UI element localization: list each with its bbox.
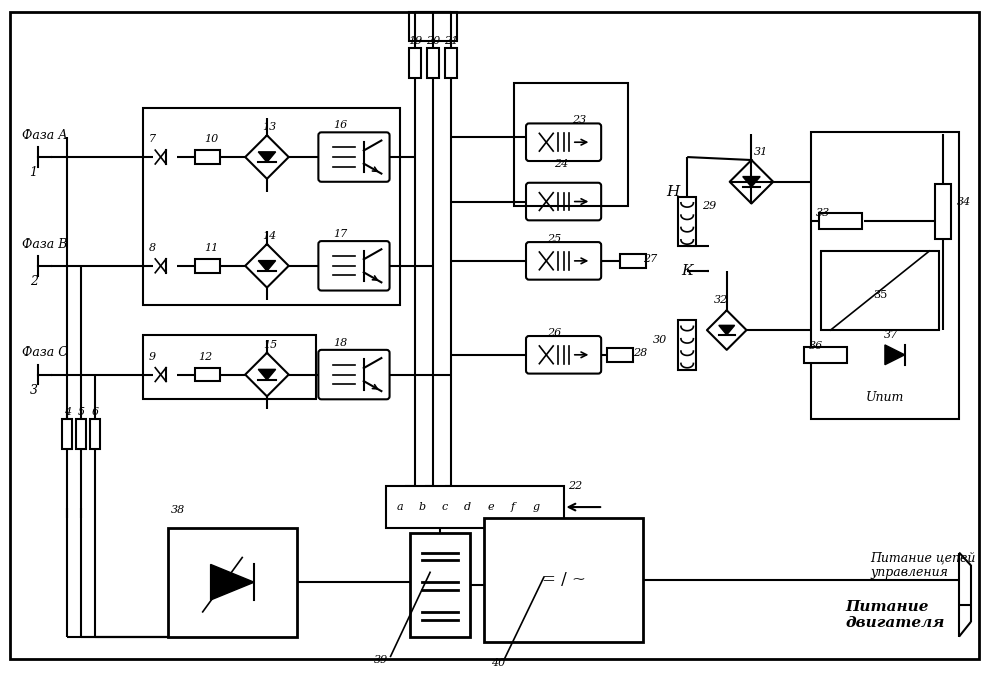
Text: e: e [488, 502, 494, 512]
Text: 15: 15 [263, 340, 277, 350]
Text: 34: 34 [957, 196, 971, 207]
Text: 19: 19 [409, 36, 423, 47]
Text: c: c [442, 502, 449, 512]
Text: 5: 5 [78, 407, 85, 417]
Bar [678, 196, 696, 246]
Text: 3: 3 [30, 384, 38, 397]
Text: Фаза С: Фаза С [22, 346, 68, 359]
Bar [410, 11, 457, 41]
Text: a: a [397, 502, 403, 512]
Polygon shape [259, 261, 276, 271]
Text: 35: 35 [873, 290, 887, 300]
Text: 26: 26 [546, 328, 560, 338]
Text: Фаза А: Фаза А [22, 129, 68, 142]
Bar [428, 49, 439, 78]
Bar [410, 49, 422, 78]
Text: 11: 11 [205, 243, 219, 253]
Text: 14: 14 [262, 231, 276, 241]
Text: 4: 4 [64, 407, 71, 417]
Bar [195, 368, 221, 381]
Text: f: f [511, 502, 515, 512]
Text: 25: 25 [546, 234, 560, 244]
Polygon shape [742, 177, 760, 187]
Bar [935, 184, 951, 239]
FancyBboxPatch shape [319, 132, 390, 182]
Bar [820, 251, 939, 330]
Text: Н: Н [666, 185, 680, 198]
FancyBboxPatch shape [526, 124, 601, 161]
Bar [76, 419, 86, 449]
Text: 21: 21 [444, 36, 458, 47]
Text: Питание
двигателя: Питание двигателя [845, 600, 945, 630]
Text: К: К [681, 264, 693, 277]
Bar [144, 107, 401, 305]
Polygon shape [211, 564, 254, 600]
Bar [811, 132, 959, 419]
Text: 32: 32 [713, 296, 728, 305]
Text: 36: 36 [808, 341, 823, 351]
Text: 31: 31 [754, 147, 768, 157]
Text: 6: 6 [91, 407, 99, 417]
Bar [195, 259, 221, 273]
Polygon shape [719, 325, 734, 335]
Text: Uпит: Uпит [866, 391, 904, 404]
Text: 2: 2 [30, 275, 38, 288]
Bar [485, 518, 642, 641]
Text: 18: 18 [333, 338, 348, 348]
FancyBboxPatch shape [319, 350, 390, 400]
Text: 22: 22 [568, 481, 582, 491]
FancyBboxPatch shape [526, 336, 601, 373]
Text: d: d [465, 502, 472, 512]
Text: 7: 7 [149, 134, 156, 144]
Bar [607, 348, 632, 362]
Text: 38: 38 [171, 505, 185, 515]
Text: 39: 39 [374, 655, 388, 666]
Bar [168, 528, 297, 637]
Text: Питание цепей
управления: Питание цепей управления [870, 551, 975, 579]
Polygon shape [259, 152, 276, 162]
Text: g: g [532, 502, 539, 512]
FancyBboxPatch shape [526, 242, 601, 279]
Polygon shape [259, 369, 276, 380]
Text: = / ~: = / ~ [541, 571, 585, 588]
Bar [144, 335, 317, 400]
Text: 37: 37 [884, 330, 898, 340]
Text: 33: 33 [815, 209, 830, 219]
Text: 23: 23 [572, 115, 586, 126]
Text: 9: 9 [149, 352, 156, 362]
Text: 30: 30 [652, 335, 666, 345]
FancyBboxPatch shape [319, 241, 390, 290]
Text: 17: 17 [333, 230, 348, 239]
FancyBboxPatch shape [526, 183, 601, 220]
Bar [90, 419, 100, 449]
Text: 12: 12 [199, 352, 213, 362]
Text: 16: 16 [333, 120, 348, 130]
Bar [678, 320, 696, 370]
Polygon shape [885, 345, 905, 364]
Bar [804, 347, 847, 362]
Bar [62, 419, 72, 449]
Text: 13: 13 [262, 122, 276, 132]
Text: 24: 24 [554, 159, 568, 169]
Text: Фаза В: Фаза В [22, 238, 67, 250]
Bar [445, 49, 457, 78]
Text: 20: 20 [426, 36, 441, 47]
Text: 28: 28 [632, 348, 646, 358]
Text: 8: 8 [149, 243, 156, 253]
Bar [411, 533, 470, 637]
Bar [386, 486, 563, 528]
Text: 40: 40 [492, 658, 505, 668]
Bar [818, 213, 862, 230]
Text: 1: 1 [30, 166, 38, 180]
Text: 27: 27 [643, 254, 657, 264]
Bar [195, 150, 221, 164]
Bar [620, 254, 645, 268]
Bar [514, 83, 627, 207]
Text: b: b [419, 502, 426, 512]
Text: 29: 29 [702, 202, 716, 211]
Text: 10: 10 [205, 134, 219, 144]
